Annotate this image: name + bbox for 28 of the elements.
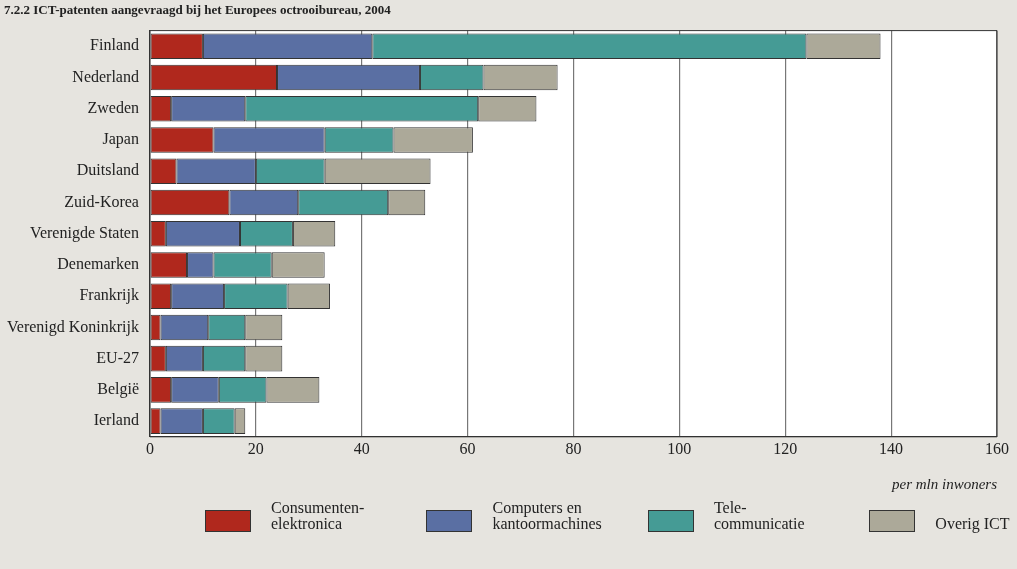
x-tick-label: 0: [145, 439, 154, 457]
y-tick-label: Denemarken: [57, 255, 139, 273]
x-tick-label: 40: [353, 439, 370, 457]
x-tick-label: 140: [879, 439, 904, 457]
y-tick-label: Duitsland: [76, 161, 139, 179]
y-tick-label: Ierland: [93, 411, 139, 429]
x-axis-title: per mln inwoners: [891, 475, 998, 492]
y-tick-label: Frankrijk: [79, 286, 139, 305]
x-tick-label: 20: [247, 439, 264, 457]
x-tick-label: 120: [773, 439, 798, 457]
legend-label: Consumenten- elektronica: [271, 499, 365, 532]
chart-title: 7.2.2 ICT-patenten aangevraagd bij het Europees octrooibureau, 2004: [4, 2, 391, 18]
y-tick-label: België: [97, 380, 139, 399]
legend-label: Overig ICT: [935, 515, 1010, 532]
y-tick-label: EU-27: [96, 348, 139, 366]
y-tick-label: Japan: [102, 130, 139, 149]
y-tick-label: Finland: [90, 36, 139, 54]
y-tick-label: Nederland: [72, 67, 139, 85]
legend-label: Computers en kantoormachines: [492, 499, 602, 532]
legend-label: Tele- communicatie: [713, 499, 805, 532]
y-tick-label: Verenigde Staten: [30, 223, 139, 242]
y-tick-label: Zuid-Korea: [64, 192, 139, 210]
x-tick-label: 160: [985, 439, 1009, 457]
x-tick-label: 80: [565, 439, 582, 457]
x-tick-label: 100: [667, 439, 692, 457]
x-tick-label: 60: [459, 439, 476, 457]
y-tick-label: Zweden: [87, 98, 139, 116]
y-tick-label: Verenigd Koninkrijk: [6, 317, 139, 336]
